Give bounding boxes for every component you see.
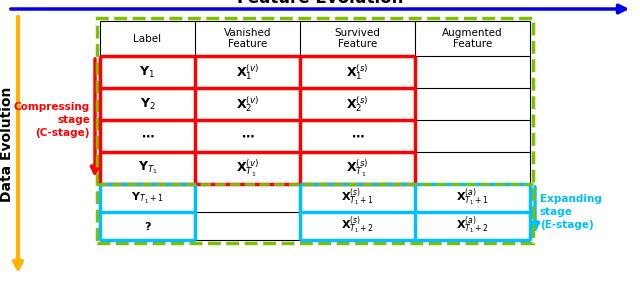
- Text: $\mathbf{Y}_{T_1+1}$: $\mathbf{Y}_{T_1+1}$: [131, 191, 164, 206]
- Text: $\mathbf{X}_2^{(s)}$: $\mathbf{X}_2^{(s)}$: [346, 94, 369, 114]
- Bar: [97, 18, 533, 243]
- Text: $\mathbf{X}_1^{(v)}$: $\mathbf{X}_1^{(v)}$: [236, 62, 259, 82]
- Text: Compressing
stage
(C-stage): Compressing stage (C-stage): [13, 102, 90, 138]
- Text: Label: Label: [133, 34, 161, 43]
- Text: $\mathbf{X}_1^{(s)}$: $\mathbf{X}_1^{(s)}$: [346, 62, 369, 82]
- Text: $\mathbf{\cdots}$: $\mathbf{\cdots}$: [241, 130, 254, 143]
- Text: Survived
Feature: Survived Feature: [335, 28, 380, 49]
- Text: $\mathbf{X}_{T_1+2}^{(s)}$: $\mathbf{X}_{T_1+2}^{(s)}$: [341, 215, 374, 237]
- Text: $\mathbf{X}_{T_1+1}^{(s)}$: $\mathbf{X}_{T_1+1}^{(s)}$: [341, 187, 374, 209]
- Text: $\mathbf{Y}_{T_1}$: $\mathbf{Y}_{T_1}$: [138, 160, 157, 176]
- Text: Expanding
stage
(E-stage): Expanding stage (E-stage): [540, 194, 602, 230]
- Text: Feature Evolution: Feature Evolution: [237, 0, 403, 7]
- Text: $\mathbf{?}$: $\mathbf{?}$: [143, 220, 152, 232]
- Text: Vanished
Feature: Vanished Feature: [224, 28, 271, 49]
- Text: $\mathbf{X}_{T_1}^{(v)}$: $\mathbf{X}_{T_1}^{(v)}$: [236, 158, 259, 179]
- Text: $\mathbf{X}_{T_1}^{(s)}$: $\mathbf{X}_{T_1}^{(s)}$: [346, 158, 369, 179]
- Text: Data Evolution: Data Evolution: [0, 86, 14, 202]
- Text: $\mathbf{X}_{T_1+2}^{(a)}$: $\mathbf{X}_{T_1+2}^{(a)}$: [456, 215, 489, 237]
- Text: Augmented
Feature: Augmented Feature: [442, 28, 503, 49]
- Text: $\mathbf{X}_2^{(v)}$: $\mathbf{X}_2^{(v)}$: [236, 94, 259, 114]
- Text: $\mathbf{Y}_1$: $\mathbf{Y}_1$: [140, 64, 156, 80]
- Text: $\mathbf{X}_{T_1+1}^{(a)}$: $\mathbf{X}_{T_1+1}^{(a)}$: [456, 187, 489, 209]
- Text: $\mathbf{\cdots}$: $\mathbf{\cdots}$: [351, 130, 364, 143]
- Text: $\mathbf{\cdots}$: $\mathbf{\cdots}$: [141, 130, 154, 143]
- Text: $\mathbf{Y}_2$: $\mathbf{Y}_2$: [140, 97, 156, 112]
